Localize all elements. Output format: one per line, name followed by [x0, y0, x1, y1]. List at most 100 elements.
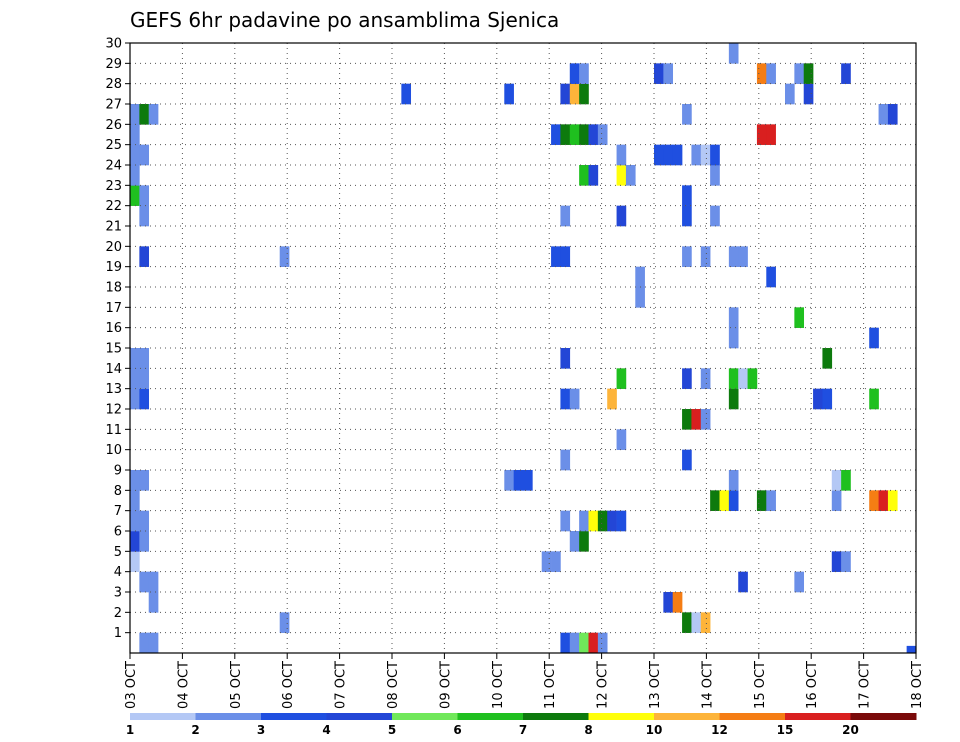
ensemble-cell-24 — [139, 185, 150, 206]
ensemble-cell-92 — [822, 348, 833, 369]
x-tick-label: 11 OCT — [543, 661, 558, 709]
ensemble-cell-141 — [579, 63, 589, 84]
x-tick-label: 06 OCT — [281, 661, 296, 709]
y-tick-label: 8 — [114, 484, 122, 499]
ensemble-cell-113 — [616, 165, 627, 186]
ensemble-cell-69 — [728, 470, 739, 491]
ensemble-cell-21 — [279, 246, 290, 267]
ensemble-cell-107 — [616, 205, 627, 227]
ensemble-cell-11 — [130, 490, 140, 511]
y-tick-label: 10 — [105, 443, 122, 458]
ensemble-cell-19 — [139, 348, 150, 369]
ensemble-cell-123 — [551, 124, 561, 145]
legend-label: 10 — [646, 723, 663, 737]
x-tick-label: 13 OCT — [648, 661, 663, 709]
ensemble-cell-59 — [728, 490, 739, 511]
ensemble-cell-34 — [569, 632, 580, 654]
ensemble-cell-131 — [682, 104, 692, 125]
y-tick-label: 13 — [105, 382, 122, 397]
ensemble-cell-142 — [654, 63, 664, 84]
ensemble-cell-74 — [616, 429, 627, 450]
ensemble-cell-6 — [130, 551, 140, 572]
ensemble-cell-4 — [148, 571, 159, 593]
ensemble-cell-140 — [569, 63, 580, 84]
ensemble-cell-147 — [803, 63, 814, 84]
ensemble-cell-53 — [588, 510, 599, 532]
ensemble-cell-104 — [728, 246, 739, 267]
legend-label: 5 — [388, 723, 396, 737]
ensemble-cell-0 — [139, 632, 150, 654]
ensemble-cell-39 — [691, 612, 702, 633]
ensemble-cell-80 — [607, 388, 617, 410]
y-tick-label: 25 — [105, 138, 122, 153]
y-tick-label: 5 — [114, 545, 122, 560]
legend-swatch — [654, 713, 720, 720]
ensemble-cell-84 — [869, 388, 879, 410]
ensemble-cell-118 — [663, 144, 674, 166]
ensemble-cell-133 — [887, 104, 898, 125]
legend-label: 1 — [126, 723, 134, 737]
ensemble-cell-54 — [597, 510, 608, 532]
x-tick-label: 04 OCT — [176, 661, 191, 709]
x-tick-label: 12 OCT — [596, 661, 611, 709]
ensemble-cell-145 — [766, 63, 776, 84]
ensemble-cell-132 — [878, 104, 889, 125]
ensemble-cell-43 — [738, 571, 748, 593]
ensemble-cell-119 — [672, 144, 683, 166]
legend-swatch — [588, 713, 655, 720]
ensemble-cell-26 — [130, 144, 140, 166]
ensemble-cell-95 — [728, 307, 739, 328]
y-tick-label: 22 — [105, 199, 122, 214]
ensemble-cell-49 — [569, 531, 580, 552]
ensemble-cell-125 — [569, 124, 580, 145]
ensemble-cell-71 — [841, 470, 851, 491]
ensemble-cell-41 — [663, 592, 674, 613]
y-tick-label: 15 — [105, 342, 122, 357]
ensemble-cell-108 — [682, 205, 692, 227]
ensemble-cell-85 — [616, 368, 627, 389]
ensemble-cell-81 — [728, 388, 739, 410]
ensemble-cell-148 — [841, 63, 851, 84]
ensemble-cell-143 — [663, 63, 674, 84]
chart-title: GEFS 6hr padavine po ansamblima Sjenica — [130, 8, 559, 32]
x-tick-label: 03 OCT — [124, 661, 139, 709]
y-tick-label: 6 — [114, 525, 122, 540]
ensemble-cell-47 — [831, 551, 842, 572]
y-tick-label: 20 — [105, 240, 122, 255]
y-tick-label: 9 — [114, 464, 122, 479]
y-tick-label: 17 — [105, 301, 122, 316]
legend-label: 2 — [191, 723, 199, 737]
ensemble-cell-57 — [710, 490, 720, 511]
x-axis-ticks: 03 OCT 04 OCT 05 OCT 06 OCT 07 OCT 08 OCT 09 O… — [124, 653, 925, 709]
legend-swatch — [195, 713, 262, 720]
ensemble-cell-91 — [560, 348, 571, 369]
ensemble-cell-32 — [401, 83, 412, 105]
ensemble-cell-82 — [813, 388, 823, 410]
ensemble-cell-83 — [822, 388, 833, 410]
ensemble-cell-144 — [756, 63, 767, 84]
ensemble-cell-121 — [700, 144, 711, 166]
ensemble-cell-46 — [551, 551, 561, 572]
y-tick-label: 18 — [105, 281, 122, 296]
ensemble-cell-35 — [579, 632, 589, 654]
ensemble-cell-139 — [803, 83, 814, 105]
ensemble-cell-127 — [588, 124, 599, 145]
ensemble-cell-61 — [766, 490, 776, 511]
ensemble-cell-23 — [130, 185, 140, 206]
ensemble-cell-29 — [130, 104, 140, 125]
ensemble-cell-102 — [682, 246, 692, 267]
ensemble-cell-114 — [625, 165, 636, 186]
ensemble-cell-67 — [513, 470, 524, 491]
y-tick-label: 2 — [114, 606, 122, 621]
x-tick-label: 17 OCT — [858, 661, 873, 709]
ensemble-cell-87 — [700, 368, 711, 389]
ensemble-cell-96 — [794, 307, 805, 328]
ensemble-cell-89 — [738, 368, 748, 389]
legend-swatch — [261, 713, 327, 720]
x-tick-label: 18 OCT — [910, 661, 925, 709]
ensemble-cell-36 — [588, 632, 599, 654]
ensemble-cell-2 — [279, 612, 290, 633]
color-legend: 1 2 3 4 5 6 7 8 10 12 15 20 — [126, 713, 917, 737]
ensemble-cell-52 — [579, 510, 589, 532]
